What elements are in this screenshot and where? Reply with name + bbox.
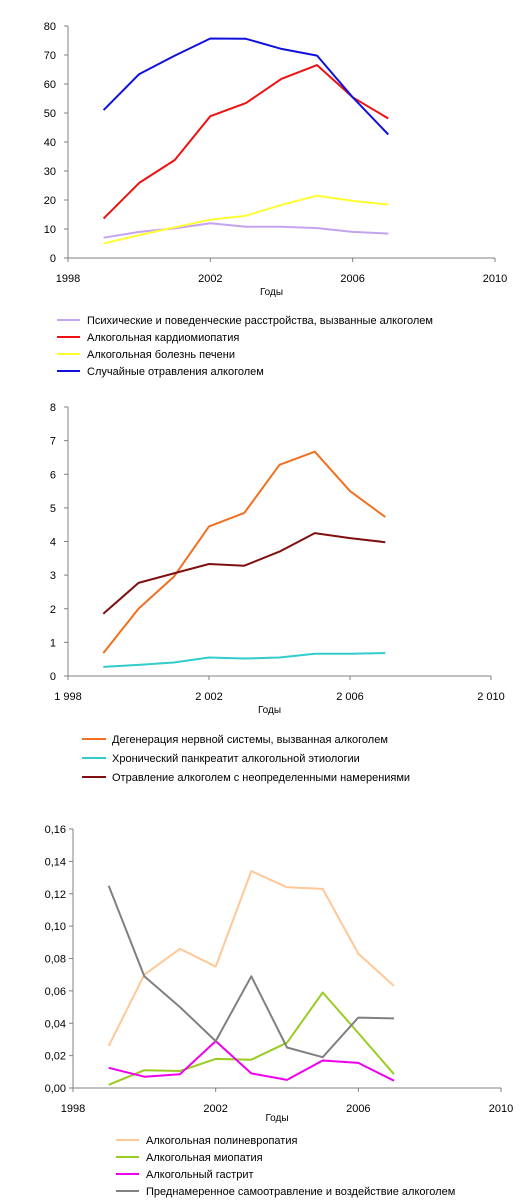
series-line-1 — [102, 450, 386, 654]
chart-alcohol-major: 0 10 20 30 40 50 60 70 80 1998 2002 2006 2010 Годы Пси… — [44, 21, 507, 378]
y-tick-label: 50 — [44, 108, 56, 120]
y-tick-label: 30 — [44, 166, 56, 178]
x-tick-label: 1998 — [61, 1103, 85, 1115]
y-tick-label: 3 — [50, 570, 56, 582]
y-tick-label: 2 — [50, 604, 56, 616]
legend-label: Психические и поведенческие расстройства… — [87, 315, 433, 327]
legend-label: Хронический панкреатит алкогольной этиол… — [112, 753, 360, 765]
x-tick-label: 2010 — [483, 273, 507, 285]
y-tick-label: 5 — [50, 503, 56, 515]
y-tick-label: 0,08 — [45, 954, 66, 966]
y-tick-label: 0,14 — [45, 856, 66, 868]
y-tick-label: 4 — [50, 537, 56, 549]
x-axis-title: Годы — [258, 705, 281, 716]
y-tick-label: 20 — [44, 195, 56, 207]
y-tick-label: 6 — [50, 469, 56, 481]
y-tick-label: 8 — [50, 402, 56, 414]
x-tick-label: 1 998 — [54, 691, 82, 703]
series-line-3 — [108, 1040, 395, 1082]
y-tick-label: 0,16 — [45, 824, 66, 836]
series-line-4 — [107, 885, 395, 1059]
x-tick-label: 2 010 — [477, 691, 505, 703]
x-axis-title: Годы — [260, 287, 283, 298]
y-tick-label: 0,06 — [45, 986, 66, 998]
series-line-1 — [107, 870, 395, 1047]
series-line-1 — [103, 222, 389, 239]
series-line-2 — [102, 64, 389, 220]
x-tick-label: 2 002 — [195, 691, 223, 703]
y-tick-label: 60 — [44, 79, 56, 91]
legend-label: Алкогольный гастрит — [146, 1169, 254, 1181]
y-tick-label: 40 — [44, 137, 56, 149]
y-tick-label: 10 — [44, 224, 56, 236]
legend-label: Алкогольная миопатия — [146, 1152, 263, 1164]
x-tick-label: 2006 — [340, 273, 364, 285]
x-tick-label: 2006 — [346, 1103, 370, 1115]
y-tick-label: 0 — [50, 253, 56, 265]
y-tick-label: 0 — [50, 671, 56, 683]
chart-alcohol-nervous: 0 1 2 3 4 5 6 7 8 1 998 2 002 2 006 2 010 Годы Дегенер… — [50, 402, 505, 784]
legend-label: Случайные отравления алкоголем — [87, 366, 264, 378]
x-tick-label: 2002 — [203, 1103, 227, 1115]
x-axis-title: Годы — [265, 1113, 288, 1124]
chart-alcohol-rare: 0,00 0,02 0,04 0,06 0,08 0,10 0,12 0,14 0,16 1998… — [45, 824, 514, 1198]
x-tick-label: 2002 — [198, 273, 222, 285]
y-tick-label: 7 — [50, 436, 56, 448]
series-line-2 — [108, 991, 395, 1086]
legend-label: Отравление алкоголем с неопределенными н… — [112, 772, 410, 784]
y-tick-label: 0,12 — [45, 889, 66, 901]
x-tick-label: 2010 — [489, 1103, 513, 1115]
series-line-3 — [103, 194, 389, 245]
x-tick-label: 1998 — [56, 273, 80, 285]
y-tick-label: 80 — [44, 21, 56, 33]
legend-label: Алкогольная полиневропатия — [146, 1135, 297, 1147]
legend-label: Преднамеренное самоотравление и воздейст… — [146, 1186, 455, 1198]
y-tick-label: 0,10 — [45, 921, 66, 933]
y-tick-label: 0,04 — [45, 1018, 66, 1030]
y-tick-label: 0,00 — [45, 1083, 66, 1095]
series-line-4 — [102, 37, 390, 136]
series-line-2 — [103, 652, 386, 668]
y-tick-label: 70 — [44, 50, 56, 62]
legend-label: Алкогольная болезнь печени — [87, 349, 235, 361]
series-line-3 — [102, 532, 386, 615]
y-tick-label: 0,02 — [45, 1051, 66, 1063]
x-tick-label: 2 006 — [336, 691, 364, 703]
legend-label: Алкогольная кардиомиопатия — [87, 332, 239, 344]
y-tick-label: 1 — [50, 637, 56, 649]
legend-label: Дегенерация нервной системы, вызванная а… — [112, 734, 388, 746]
